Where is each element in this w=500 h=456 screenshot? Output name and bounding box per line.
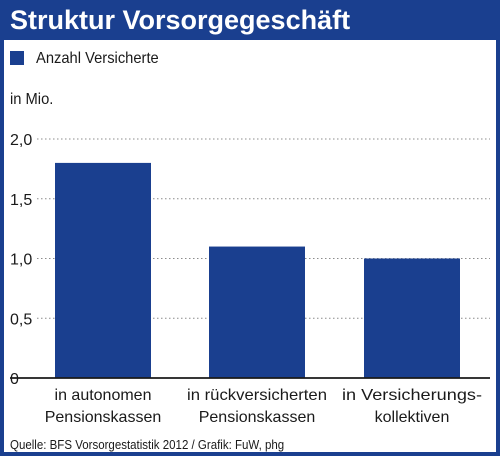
category-label: in autonomen	[55, 387, 152, 404]
bar	[209, 246, 305, 378]
y-tick-label: 1,0	[10, 252, 32, 269]
source-note: Quelle: BFS Vorsorgestatistik 2012 / Gra…	[10, 438, 285, 452]
bars	[55, 162, 460, 378]
category-label: Pensionskassen	[199, 409, 316, 426]
y-tick-label: 0	[10, 371, 19, 388]
y-tick-label: 1,5	[10, 192, 32, 209]
bar	[364, 258, 460, 378]
y-axis-unit-label: in Mio.	[10, 91, 54, 108]
chart-title: Struktur Vorsorgegeschäft	[10, 5, 351, 35]
category-label: in rückversicherten	[187, 387, 327, 404]
y-tick-label: 2,0	[10, 132, 32, 149]
category-labels: in autonomen Pensionskassen in rückversich…	[45, 387, 482, 426]
y-tick-label: 0,5	[10, 311, 32, 328]
category-label: in Versicherungs-	[342, 387, 482, 404]
legend-label: Anzahl Versicherte	[36, 50, 159, 67]
category-label: kollektiven	[375, 409, 450, 426]
y-tick-labels: 0 0,5 1,0 1,5 2,0	[10, 132, 32, 388]
legend-swatch	[10, 51, 24, 65]
bar	[55, 162, 151, 378]
category-label: Pensionskassen	[45, 409, 162, 426]
title-bar: Struktur Vorsorgegeschäft	[0, 0, 500, 40]
